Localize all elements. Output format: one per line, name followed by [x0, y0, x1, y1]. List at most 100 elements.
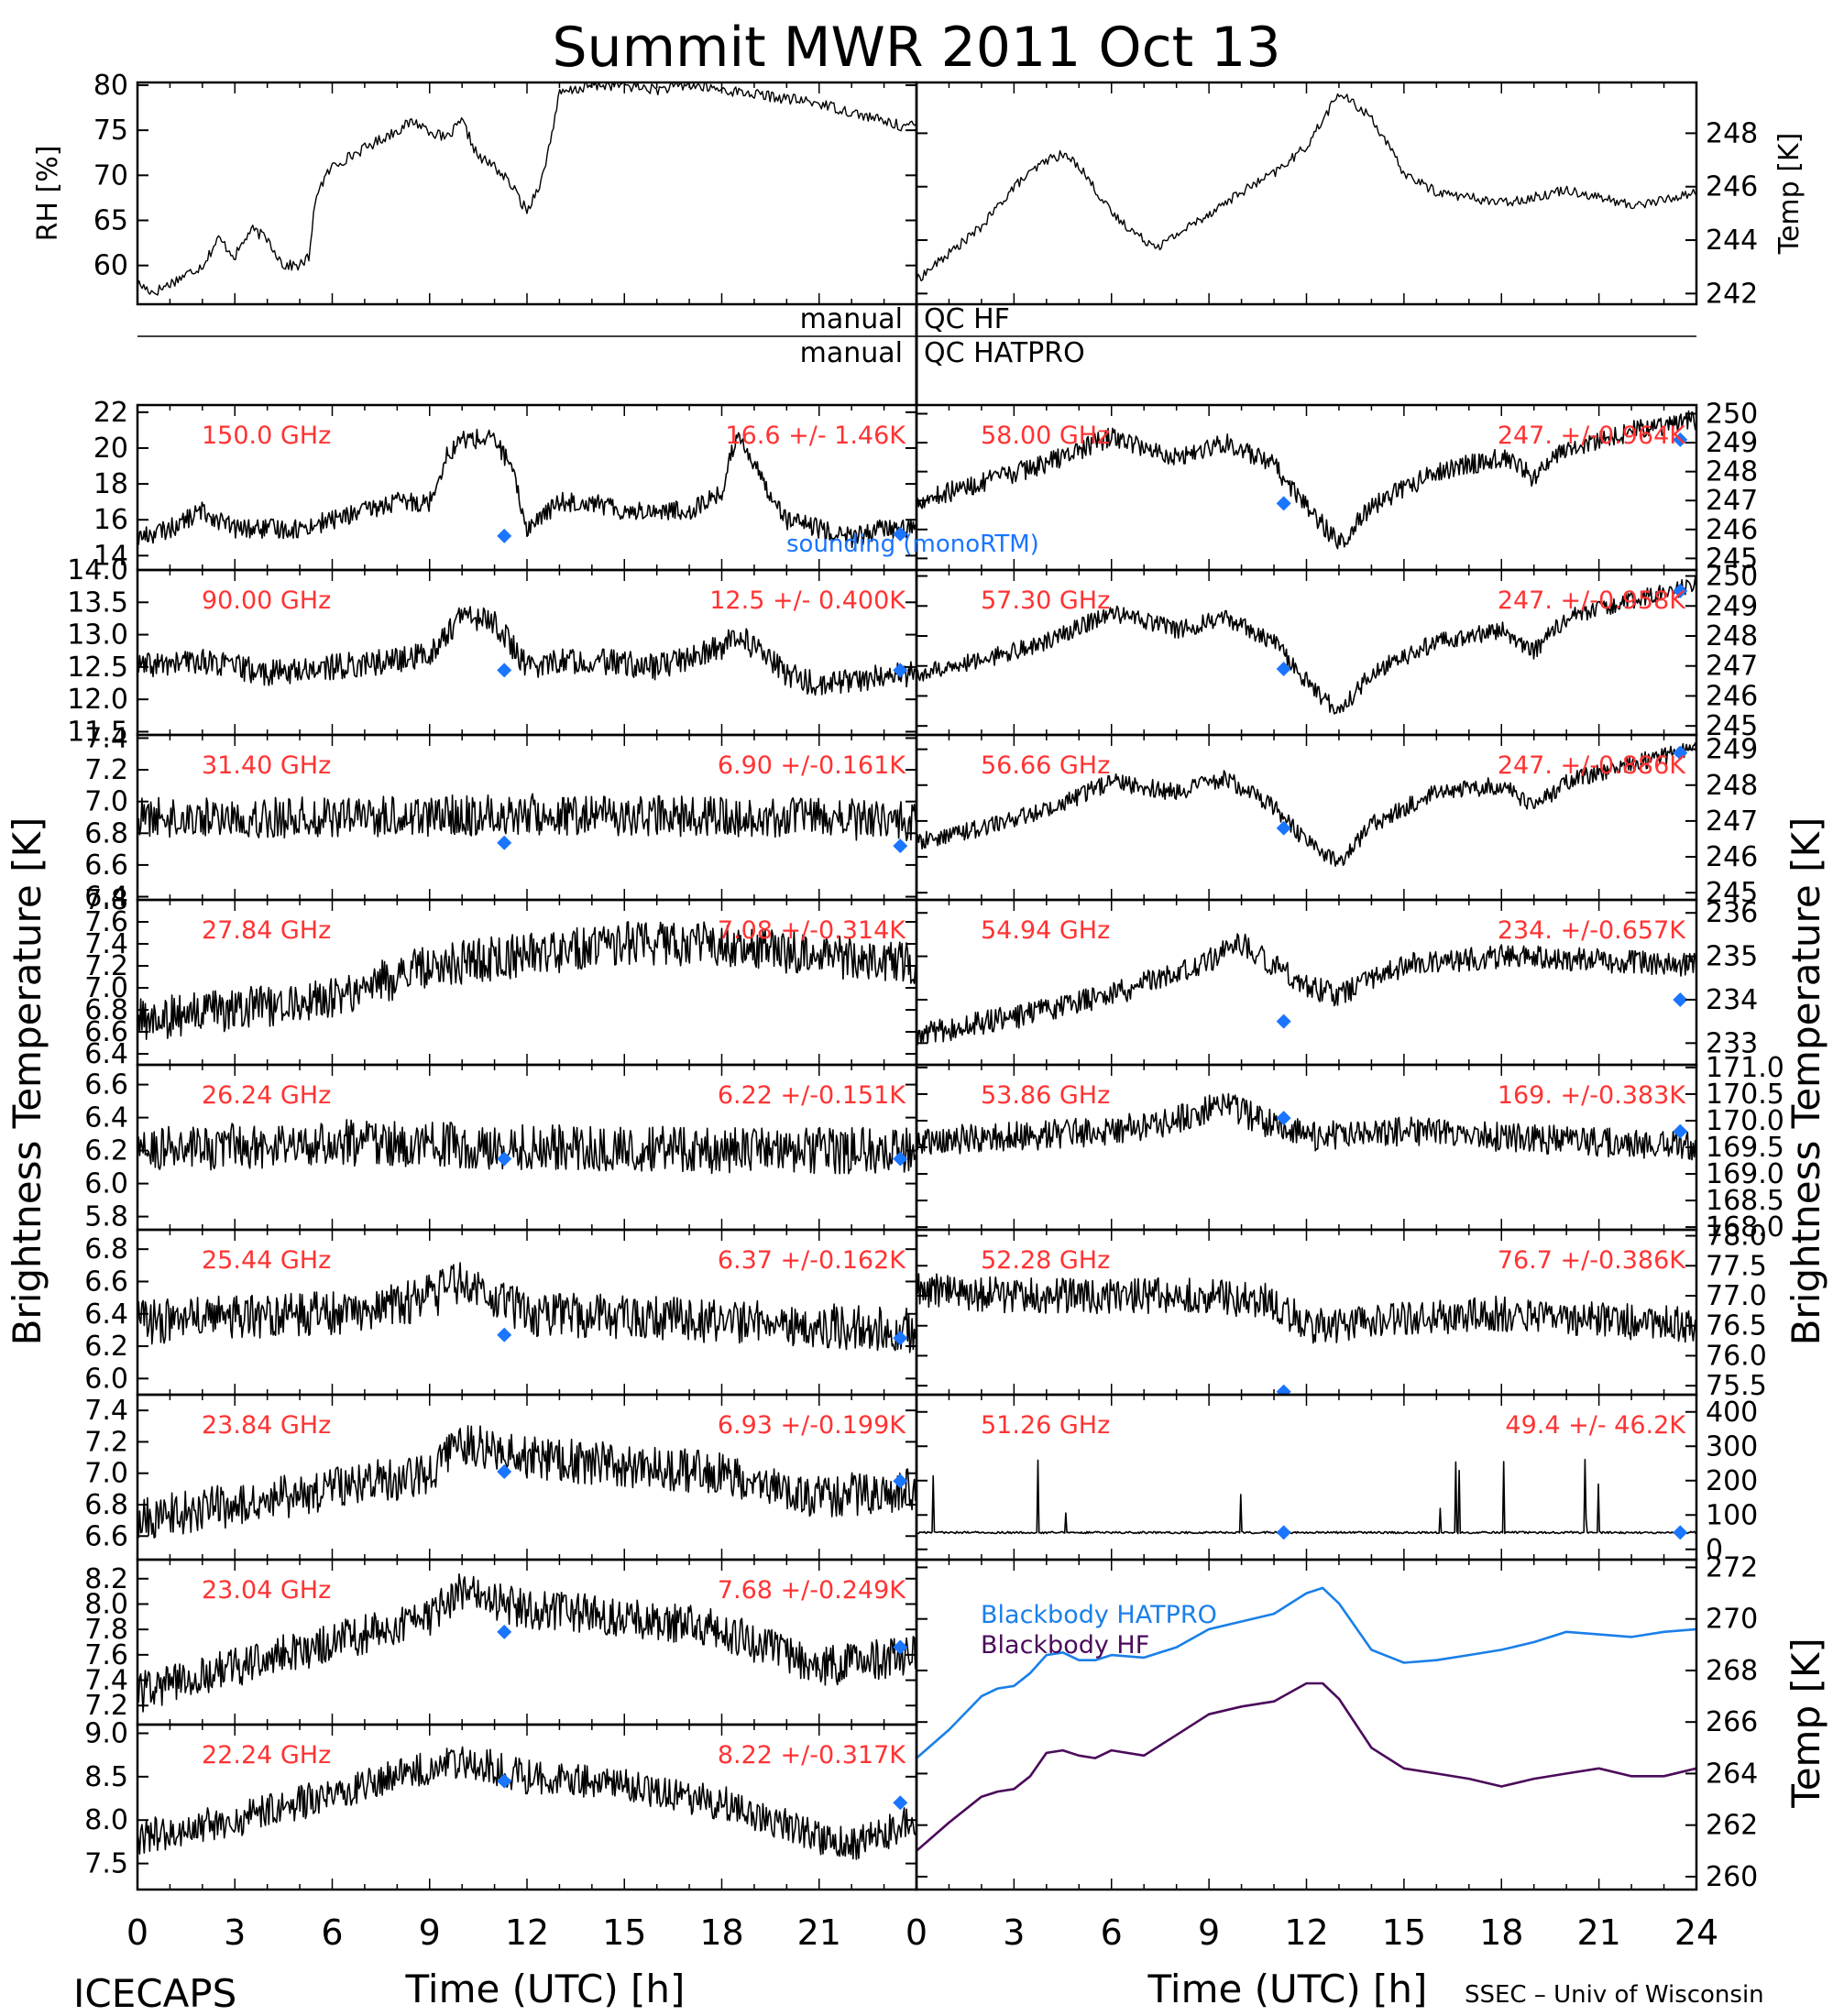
plot-area-hp57_30: [916, 576, 1696, 715]
freq-label-hf22: 22.24 GHz: [202, 1741, 331, 1769]
sounding-point-hf31-0: [497, 835, 512, 850]
series-hf25-0: [137, 1262, 916, 1353]
panel-hf25: 6.06.26.46.66.8 25.44 GHz 6.37 +/-0.162K: [84, 1228, 918, 1397]
ytick-label-hp56: 249: [1706, 734, 1758, 766]
footer-ssec: SSEC – Univ of Wisconsin: [1465, 1981, 1764, 2009]
ytick-label-hf90: 13.0: [67, 619, 128, 652]
plot-area-hf23_04: [137, 1572, 916, 1713]
ytick-label-hp52: 77.0: [1706, 1280, 1767, 1312]
sounding-point-hp58-0: [1276, 496, 1291, 511]
ytick-label-hf22: 9.0: [84, 1717, 128, 1749]
ytick-label-hp56: 247: [1706, 805, 1758, 838]
freq-label-hp57_30: 57.30 GHz: [981, 586, 1110, 615]
legend-bb-hf: Blackbody HF: [981, 1631, 1149, 1660]
ytick-label-hf22: 7.5: [84, 1848, 128, 1880]
plot-area-hf150: [137, 428, 916, 549]
ytick-label-rh: 65: [93, 205, 128, 237]
ytick-label-hf23_84: 6.8: [84, 1489, 128, 1521]
sounding-point-hf23_84-0: [497, 1464, 512, 1479]
ytick-label-hf23_04: 7.6: [84, 1639, 128, 1671]
ytick-label-hp52: 78.0: [1706, 1221, 1767, 1253]
ytick-label-hp52: 77.5: [1706, 1250, 1767, 1282]
freq-label-hf90: 90.00 GHz: [202, 586, 331, 615]
xtick-label-left: 12: [505, 1912, 549, 1953]
series-hp57_30-0: [916, 576, 1696, 715]
ytick-label-hf23_04: 7.2: [84, 1690, 128, 1722]
plot-area-hf23_84: [137, 1425, 916, 1539]
ytick-label-rh: 70: [93, 159, 128, 192]
series-hp54-0: [916, 933, 1696, 1046]
plot-area-hf22: [137, 1746, 916, 1860]
sounding-point-hp53-1: [1673, 1123, 1688, 1139]
ytick-label-bb: 268: [1706, 1655, 1758, 1687]
stat-label-hp58: 247. +/-0.964K: [1498, 422, 1686, 450]
stat-label-hf90: 12.5 +/- 0.400K: [709, 586, 906, 615]
qc-hatpro-label: QC HATPRO: [924, 337, 1085, 369]
sounding-point-hf26-1: [893, 1151, 908, 1167]
ytick-label-hp53: 170.5: [1706, 1079, 1784, 1111]
sounding-point-hp58-1: [1673, 432, 1688, 447]
series-hf90-0: [137, 606, 916, 696]
freq-label-hp58: 58.00 GHz: [981, 422, 1110, 450]
ytick-label-bb: 272: [1706, 1551, 1758, 1583]
ytick-label-hp53: 171.0: [1706, 1052, 1784, 1084]
xtick-label-left: 15: [602, 1912, 646, 1953]
panel-temp: 242 244 246 248 Temp [K]: [915, 81, 1806, 310]
xtick-label-right: 15: [1382, 1912, 1426, 1953]
temp-axis-label: Temp [K]: [1773, 133, 1806, 256]
ytick-label-hf150: 16: [93, 504, 128, 536]
series-hp52-0: [916, 1273, 1696, 1344]
sounding-point-hf90-1: [893, 663, 908, 678]
stat-label-hf150: 16.6 +/- 1.46K: [725, 422, 906, 450]
plot-area-hp52: [916, 1273, 1696, 1395]
ytick-label-hf27: 7.8: [84, 884, 128, 916]
ytick-label-hp58: 245: [1706, 542, 1758, 575]
ytick-label-bb: 262: [1706, 1810, 1758, 1842]
right-y-axis-label: Brightness Temperature [K]: [1784, 817, 1828, 1346]
panel-hf23_04: 7.27.47.67.88.08.2 23.04 GHz 7.68 +/-0.249…: [84, 1558, 918, 1726]
ytick-label-hp58: 248: [1706, 456, 1758, 488]
ytick-label-hp52: 76.5: [1706, 1310, 1767, 1342]
panel-bb: 260 262 264 266 268 270 272 Blackbody HATPROBla…: [915, 1551, 1828, 1893]
ytick-label-hf27: 6.8: [84, 994, 128, 1026]
xtick-label-right: 9: [1198, 1912, 1220, 1953]
plot-area-hp58: [916, 410, 1696, 550]
ytick-label-hf90: 14.0: [67, 554, 128, 586]
xtick-label-right: 6: [1101, 1912, 1123, 1953]
ytick-label-hf23_04: 7.8: [84, 1614, 128, 1646]
series-bb-1: [916, 1682, 1696, 1852]
freq-label-hf23_84: 23.84 GHz: [202, 1411, 331, 1440]
sounding-point-hp54-1: [1673, 992, 1688, 1007]
stat-label-hp54: 234. +/-0.657K: [1498, 916, 1686, 945]
plot-area-temp: [916, 93, 1696, 283]
series-hp58-0: [916, 410, 1696, 550]
ytick-label-hp53: 168.0: [1706, 1211, 1784, 1244]
plot-area-hf90: [137, 606, 916, 696]
series-hf150-0: [137, 428, 916, 549]
plot-area-hp51: [916, 1458, 1696, 1540]
footer-icecaps: ICECAPS: [73, 1971, 236, 2016]
stat-label-hp57_30: 247. +/-0.958K: [1498, 586, 1686, 615]
xtick-label-right: 24: [1674, 1912, 1718, 1953]
ytick-label-hf27: 7.2: [84, 950, 128, 982]
xtick-label-right: 0: [906, 1912, 927, 1953]
sounding-point-hf23_04-0: [497, 1624, 512, 1639]
sounding-point-hp51-1: [1673, 1525, 1688, 1540]
ytick-label-hf25: 6.4: [84, 1298, 128, 1331]
ytick-label-hp56: 245: [1706, 877, 1758, 909]
sounding-point-hp57_30-0: [1276, 662, 1291, 676]
sounding-point-hf23_04-1: [893, 1639, 908, 1655]
ytick-label-hp54: 233: [1706, 1027, 1758, 1059]
ytick-label-bb: 266: [1706, 1706, 1758, 1738]
panel-hp52: 75.576.076.577.077.578.0 52.28 GHz 76.7 +/…: [915, 1221, 1767, 1402]
ytick-label-hf23_84: 7.0: [84, 1458, 128, 1490]
sounding-point-hp57_30-1: [1673, 583, 1688, 598]
ytick-label-hf25: 6.0: [84, 1363, 128, 1395]
sounding-point-hp53-0: [1276, 1111, 1291, 1126]
ytick-label-hf27: 7.4: [84, 928, 128, 960]
ytick-label-hp51: 300: [1706, 1430, 1758, 1463]
xtick-label-left: 18: [699, 1912, 743, 1953]
series-hf26-0: [137, 1119, 916, 1175]
